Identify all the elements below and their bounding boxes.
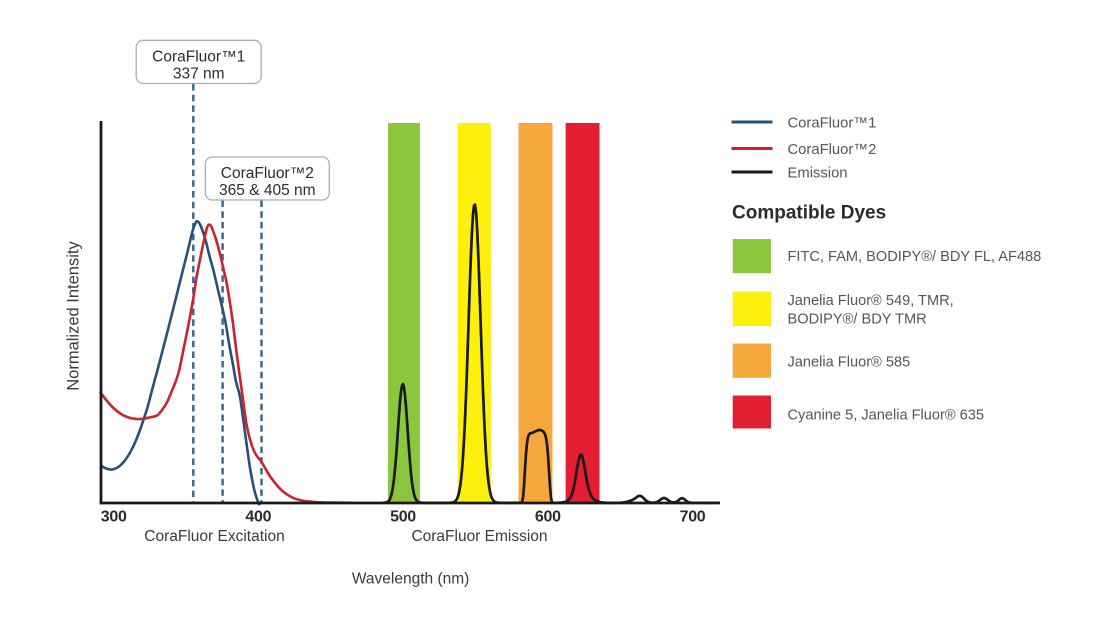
svg-text:Janelia Fluor® 549, TMR,: Janelia Fluor® 549, TMR, — [788, 293, 954, 309]
svg-text:CoraFluor™1: CoraFluor™1 — [788, 116, 877, 132]
svg-text:365 & 405 nm: 365 & 405 nm — [219, 182, 316, 199]
svg-text:400: 400 — [245, 509, 271, 526]
svg-text:CoraFluor Emission: CoraFluor Emission — [411, 528, 547, 545]
svg-text:Janelia Fluor® 585: Janelia Fluor® 585 — [788, 355, 911, 371]
svg-text:Normalized Intensity: Normalized Intensity — [65, 241, 83, 391]
svg-text:CoraFluor™2: CoraFluor™2 — [788, 142, 877, 158]
svg-text:300: 300 — [101, 509, 127, 526]
svg-text:CoraFluor™2: CoraFluor™2 — [221, 165, 314, 182]
svg-text:FITC, FAM, BODIPY®/ BDY FL, AF: FITC, FAM, BODIPY®/ BDY FL, AF488 — [788, 249, 1042, 265]
svg-text:700: 700 — [680, 509, 706, 526]
svg-text:600: 600 — [535, 509, 561, 526]
svg-text:Wavelength (nm): Wavelength (nm) — [352, 571, 469, 588]
svg-text:Compatible Dyes: Compatible Dyes — [732, 203, 886, 224]
svg-text:337 nm: 337 nm — [173, 66, 225, 83]
svg-text:BODIPY®/ BDY TMR: BODIPY®/ BDY TMR — [788, 312, 927, 328]
svg-text:CoraFluor Excitation: CoraFluor Excitation — [144, 528, 284, 545]
svg-text:Cyanine 5, Janelia Fluor® 635: Cyanine 5, Janelia Fluor® 635 — [788, 408, 985, 424]
svg-text:CoraFluor™1: CoraFluor™1 — [152, 49, 245, 66]
svg-text:Emission: Emission — [788, 166, 848, 182]
svg-text:500: 500 — [390, 509, 416, 526]
